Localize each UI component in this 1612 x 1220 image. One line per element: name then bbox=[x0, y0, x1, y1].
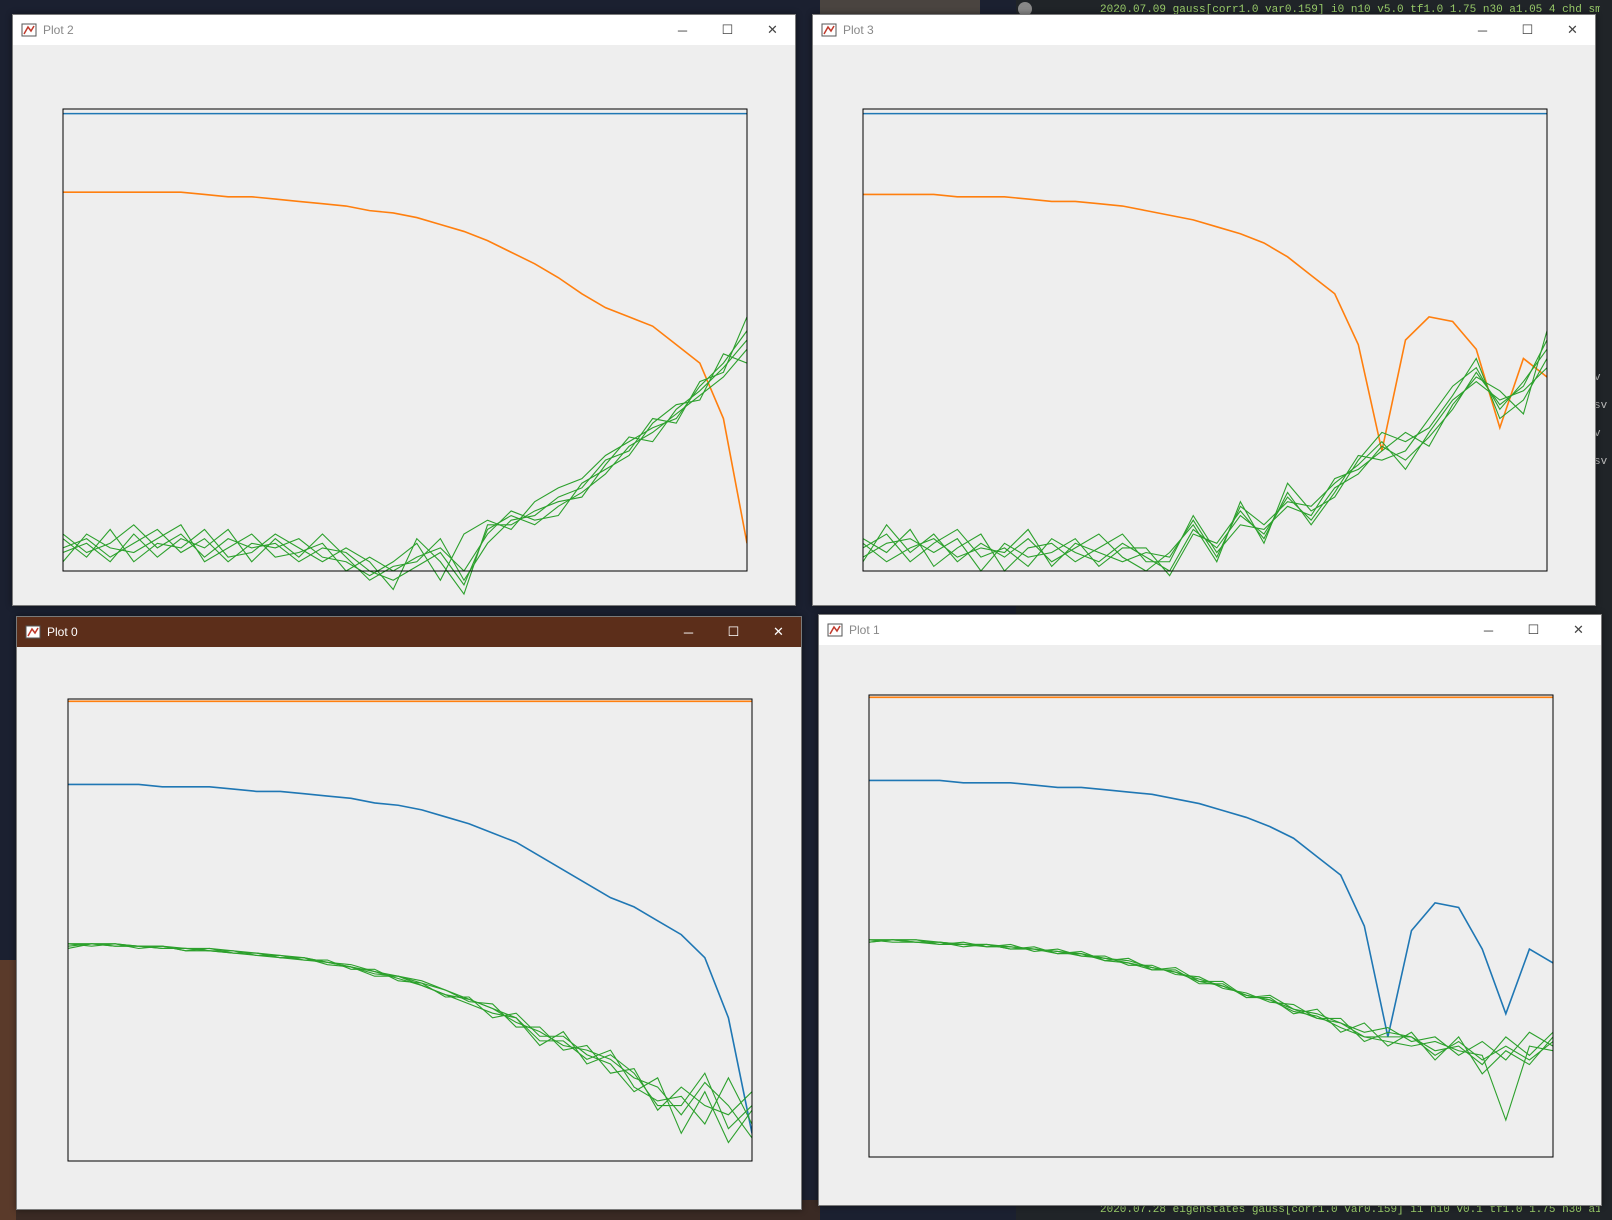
window-titlebar[interactable]: Plot 2 ─ ☐ ✕ bbox=[13, 15, 795, 45]
wallpaper-fragment bbox=[820, 0, 980, 18]
window-titlebar[interactable]: Plot 1 ─ ☐ ✕ bbox=[819, 615, 1601, 645]
minimize-button[interactable]: ─ bbox=[683, 624, 694, 640]
terminal-side-fragment: sv bbox=[1594, 456, 1608, 468]
plot-canvas bbox=[62, 108, 748, 596]
close-button[interactable]: ✕ bbox=[1567, 22, 1578, 37]
window-title: Plot 2 bbox=[43, 23, 74, 37]
series-line-green-4 bbox=[869, 939, 1553, 1075]
terminal-line-bottom: 2020.07.28 eigenstates gauss[corr1.0 var… bbox=[1100, 1204, 1600, 1216]
plot-frame bbox=[67, 698, 753, 1162]
close-button[interactable]: ✕ bbox=[773, 624, 784, 639]
series-line-green-3 bbox=[63, 330, 747, 582]
plot-canvas bbox=[868, 694, 1554, 1158]
series-line-green-3 bbox=[863, 357, 1547, 572]
series-line-green-2 bbox=[68, 943, 752, 1139]
series-line-green-6 bbox=[63, 316, 747, 582]
plot-frame bbox=[862, 108, 1548, 572]
close-button[interactable]: ✕ bbox=[1573, 622, 1584, 637]
plot-window-plot3[interactable]: Plot 3 ─ ☐ ✕ bbox=[812, 14, 1596, 606]
maximize-button[interactable]: ☐ bbox=[721, 22, 734, 37]
maximize-button[interactable]: ☐ bbox=[727, 624, 740, 639]
series-line-green-2 bbox=[63, 348, 747, 586]
window-titlebar[interactable]: Plot 3 ─ ☐ ✕ bbox=[813, 15, 1595, 45]
java-app-icon bbox=[25, 624, 41, 640]
close-button[interactable]: ✕ bbox=[767, 22, 778, 37]
window-title: Plot 3 bbox=[843, 23, 874, 37]
series-line-blue-1 bbox=[869, 779, 1553, 1038]
plot-window-plot0[interactable]: Plot 0 ─ ☐ ✕ bbox=[16, 616, 802, 1210]
plot-window-plot1[interactable]: Plot 1 ─ ☐ ✕ bbox=[818, 614, 1602, 1206]
plot-frame bbox=[868, 694, 1554, 1158]
series-line-green-6 bbox=[863, 367, 1547, 568]
window-title: Plot 1 bbox=[849, 623, 880, 637]
window-titlebar[interactable]: Plot 0 ─ ☐ ✕ bbox=[17, 617, 801, 647]
series-line-green-4 bbox=[63, 353, 747, 572]
series-line-green-6 bbox=[869, 939, 1553, 1061]
java-app-icon bbox=[821, 22, 837, 38]
plot-canvas bbox=[862, 108, 1548, 577]
series-line-green-5 bbox=[68, 943, 752, 1144]
window-title: Plot 0 bbox=[47, 625, 78, 639]
minimize-button[interactable]: ─ bbox=[1477, 22, 1488, 38]
terminal-side-fragment: v bbox=[1594, 428, 1601, 440]
series-line-green-6 bbox=[68, 943, 752, 1130]
series-line-green-4 bbox=[863, 330, 1547, 572]
maximize-button[interactable]: ☐ bbox=[1527, 622, 1540, 637]
series-line-green-5 bbox=[63, 339, 747, 596]
terminal-app-icon bbox=[1018, 2, 1032, 16]
plot-window-plot2[interactable]: Plot 2 ─ ☐ ✕ bbox=[12, 14, 796, 606]
plot-canvas bbox=[67, 698, 753, 1162]
minimize-button[interactable]: ─ bbox=[677, 22, 688, 38]
wallpaper-fragment bbox=[0, 960, 16, 1220]
series-line-green-3 bbox=[68, 943, 752, 1126]
terminal-side-fragment: v bbox=[1594, 372, 1601, 384]
series-line-blue-1 bbox=[68, 783, 752, 1134]
series-line-green-2 bbox=[869, 939, 1553, 1061]
series-line-green-5 bbox=[869, 939, 1553, 1122]
plot-frame bbox=[62, 108, 748, 572]
series-line-orange-1 bbox=[63, 191, 747, 544]
java-app-icon bbox=[827, 622, 843, 638]
java-app-icon bbox=[21, 22, 37, 38]
minimize-button[interactable]: ─ bbox=[1483, 622, 1494, 638]
series-line-green-5 bbox=[863, 348, 1547, 577]
series-line-green-2 bbox=[863, 339, 1547, 572]
series-line-orange-1 bbox=[863, 193, 1547, 452]
terminal-line-top: 2020.07.09 gauss[corr1.0 var0.159] i0 n1… bbox=[1100, 4, 1600, 16]
series-line-green-4 bbox=[68, 943, 752, 1116]
terminal-side-fragment: sv bbox=[1594, 400, 1608, 412]
maximize-button[interactable]: ☐ bbox=[1521, 22, 1534, 37]
